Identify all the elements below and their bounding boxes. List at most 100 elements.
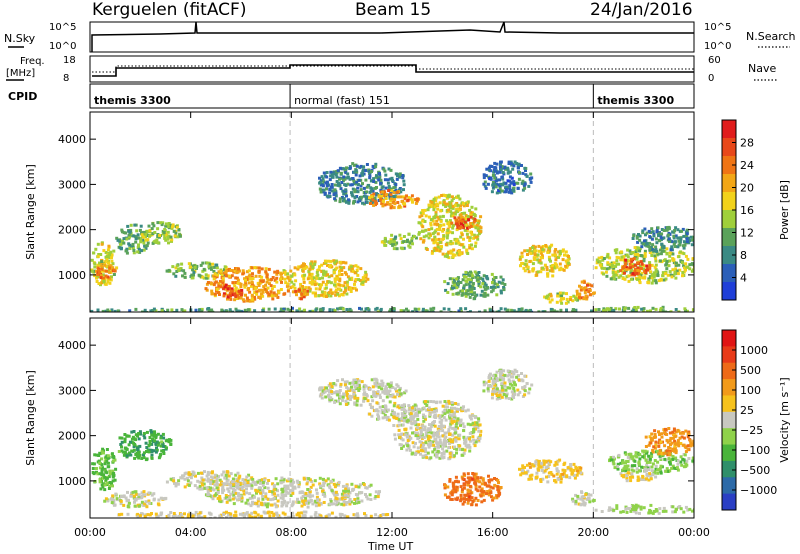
echo-cell: [476, 237, 480, 241]
echo-cell: [654, 248, 658, 252]
echo-cell: [112, 459, 115, 463]
echo-cell: [463, 211, 467, 215]
echo-cell: [309, 485, 313, 489]
echo-cell: [669, 273, 673, 277]
echo-cell: [458, 433, 462, 437]
echo-cell: [260, 503, 264, 507]
echo-cell: [668, 240, 671, 243]
echo-cell: [148, 442, 152, 445]
echo-cell: [470, 205, 474, 209]
echo-cell: [127, 443, 131, 447]
echo-cell: [191, 268, 195, 272]
echo-cell: [165, 269, 169, 273]
echo-cell: [419, 211, 423, 215]
echo-cell: [281, 309, 285, 312]
echo-cell: [242, 492, 246, 496]
echo-cell: [175, 264, 179, 268]
echo-cell: [128, 440, 132, 444]
echo-cell: [450, 402, 454, 406]
echo-cell: [327, 384, 331, 387]
echo-cell: [397, 188, 401, 192]
echo-cell: [166, 230, 170, 234]
echo-cell: [409, 419, 413, 423]
echo-cell: [220, 273, 224, 277]
echo-cell: [443, 254, 447, 258]
echo-cell: [490, 272, 494, 276]
echo-cell: [145, 446, 149, 449]
echo-cell: [402, 188, 405, 192]
echo-cell: [436, 203, 440, 207]
echo-cell: [144, 232, 148, 236]
echo-cell: [436, 427, 440, 431]
echo-cell: [247, 274, 251, 278]
echo-cell: [103, 467, 107, 471]
echo-cell: [455, 218, 459, 222]
echo-cell: [206, 274, 210, 278]
echo-cell: [400, 404, 404, 408]
echo-cell: [318, 482, 322, 486]
echo-cell: [107, 475, 111, 479]
echo-cell: [101, 447, 105, 451]
echo-cell: [99, 283, 102, 287]
echo-cell: [396, 195, 400, 199]
echo-cell: [628, 249, 632, 253]
echo-cell: [308, 499, 312, 503]
echo-cell: [338, 396, 341, 400]
echo-cell: [182, 269, 186, 273]
echo-cell: [305, 289, 309, 293]
echo-cell: [426, 443, 430, 447]
echo-cell: [537, 244, 541, 248]
echo-cell: [405, 240, 409, 244]
echo-cell: [482, 173, 486, 177]
echo-cell: [628, 266, 632, 270]
echo-cell: [368, 493, 372, 497]
echo-cell: [564, 250, 568, 254]
echo-cell: [150, 227, 154, 231]
echo-cell: [645, 242, 649, 245]
echo-cell: [156, 233, 160, 236]
echo-cell: [588, 289, 592, 292]
echo-cell: [211, 497, 215, 501]
echo-cell: [345, 484, 349, 488]
echo-cell: [353, 396, 357, 400]
echo-cell: [378, 490, 381, 494]
echo-cell: [459, 204, 462, 208]
echo-cell: [355, 399, 359, 403]
echo-cell: [115, 497, 119, 501]
echo-cell: [279, 288, 283, 291]
echo-cell: [399, 309, 403, 312]
echo-cell: [392, 194, 396, 198]
echo-cell: [189, 481, 193, 485]
echo-cell: [194, 308, 198, 312]
echo-cell: [325, 386, 329, 390]
echo-cell: [273, 307, 277, 311]
echo-cell: [284, 487, 288, 491]
echo-cell: [371, 385, 375, 389]
echo-cell: [418, 215, 422, 219]
echo-cell: [365, 495, 369, 499]
echo-cell: [313, 479, 317, 483]
echo-cell: [401, 438, 405, 442]
echo-cell: [225, 479, 229, 483]
echo-cell: [205, 261, 209, 265]
echo-cell: [430, 408, 434, 412]
echo-cell: [508, 187, 512, 191]
echo-cell: [442, 424, 446, 428]
echo-cell: [263, 478, 266, 482]
echo-cell: [343, 493, 347, 497]
echo-cell: [328, 308, 332, 312]
echo-cell: [164, 222, 168, 226]
echo-cell: [99, 274, 103, 278]
echo-cell: [389, 199, 393, 203]
echo-cell: [375, 201, 379, 205]
echo-cell: [477, 232, 481, 236]
echo-cell: [455, 286, 459, 290]
echo-cell: [270, 503, 274, 507]
echo-cell: [247, 281, 251, 285]
echo-cell: [388, 240, 392, 244]
echo-cell: [680, 261, 684, 265]
echo-cell: [411, 200, 414, 204]
echo-cell: [626, 255, 630, 259]
echo-cell: [335, 390, 339, 394]
echo-cell: [159, 436, 163, 440]
